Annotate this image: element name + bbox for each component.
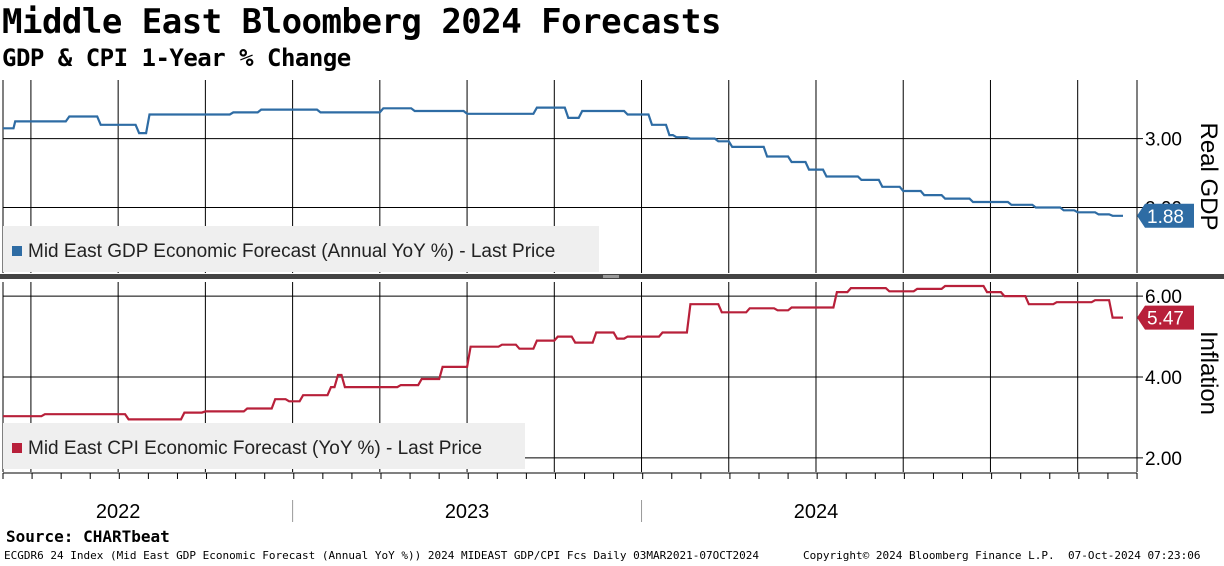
x-year-label: 2023: [445, 501, 490, 523]
legend-swatch: [12, 443, 22, 453]
y-tick-label: 2.00: [1145, 449, 1182, 470]
x-year-label: 2022: [96, 501, 141, 523]
last-value-badge: [1137, 305, 1194, 330]
last-value-label: 1.88: [1147, 207, 1184, 228]
gdp-series-line: [3, 106, 1123, 217]
y-tick-label: 6.00: [1145, 287, 1182, 308]
x-year-label: 2024: [794, 501, 839, 523]
y-axis-title: Real GDP: [1195, 122, 1222, 230]
legend-label: Mid East CPI Economic Forecast (YoY %) -…: [28, 438, 482, 459]
legend-swatch: [12, 246, 22, 256]
gdp-last-value-tag: 1.88: [1137, 203, 1194, 228]
y-tick-label: 4.00: [1145, 368, 1182, 389]
chart-title: Middle East Bloomberg 2024 Forecasts: [2, 2, 721, 42]
y-axis-title: Inflation: [1195, 331, 1222, 415]
source-label: Source: CHARTbeat: [6, 527, 170, 546]
footer-index-info: ECGDR6 24 Index (Mid East GDP Economic F…: [4, 549, 759, 562]
last-value-label: 5.47: [1147, 309, 1184, 330]
footer-timestamp: 07-Oct-2024 07:23:06: [1068, 549, 1201, 562]
cpi-last-value-tag: 5.47: [1137, 305, 1194, 330]
panel-divider-handle: [603, 275, 619, 278]
chart-subtitle: GDP & CPI 1-Year % Change: [2, 44, 351, 72]
legend-box: [3, 226, 599, 272]
legend-box: [3, 423, 525, 469]
footer-copyright: Copyright© 2024 Bloomberg Finance L.P.: [803, 549, 1055, 562]
last-value-badge: [1137, 203, 1194, 228]
cpi-series-line: [3, 284, 1123, 421]
y-tick-label: 3.00: [1145, 130, 1182, 151]
legend-label: Mid East GDP Economic Forecast (Annual Y…: [28, 241, 555, 262]
